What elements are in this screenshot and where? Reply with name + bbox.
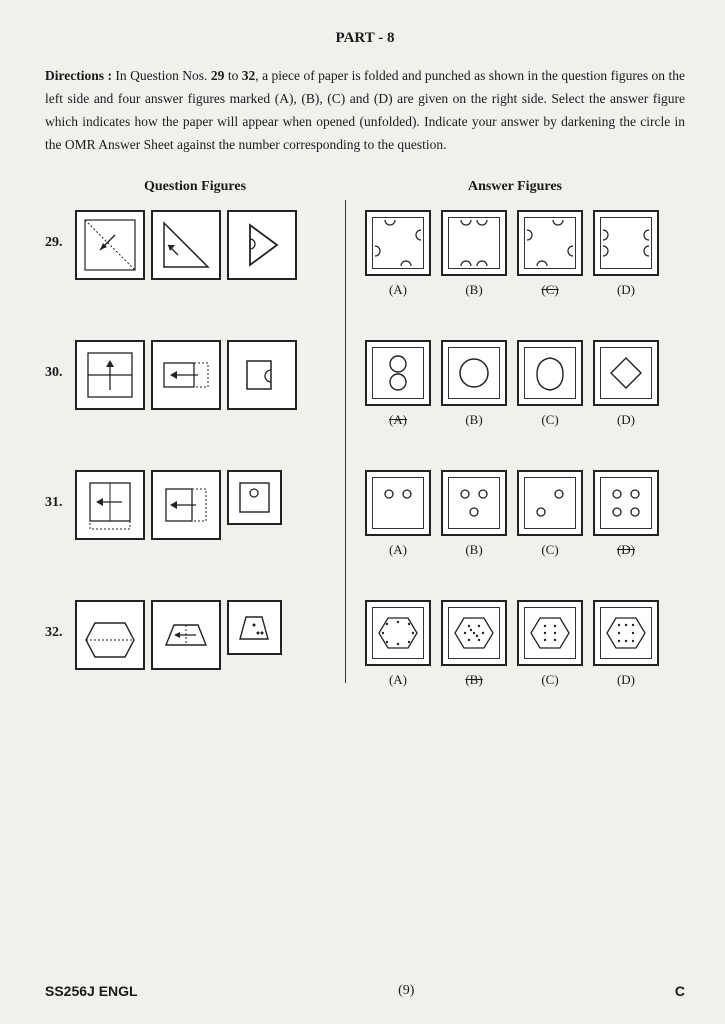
question-grid: 29.: [45, 210, 685, 688]
question-figures-30: [75, 340, 345, 410]
question-row-32: 32.: [45, 600, 685, 688]
answer-29-b: (B): [441, 210, 507, 298]
q32-fig2: [151, 600, 221, 670]
part-title: PART - 8: [45, 30, 685, 47]
answer-figures-29: (A) (B): [345, 210, 685, 298]
answer-29-c: (C): [517, 210, 583, 298]
column-headers: Question Figures Answer Figures: [45, 179, 685, 195]
directions-b2: 32: [242, 68, 256, 83]
answer-32-c: (C): [517, 600, 583, 688]
footer-variant: C: [675, 983, 685, 999]
directions-t2: to: [224, 68, 241, 83]
q30-fig2: [151, 340, 221, 410]
question-number: 32.: [45, 600, 75, 641]
answer-label: (D): [617, 542, 635, 558]
answer-29-a: (A): [365, 210, 431, 298]
answer-30-a: (A): [365, 340, 431, 428]
answer-30-d: (D): [593, 340, 659, 428]
q30-fig3: [227, 340, 297, 410]
q32-fig1: [75, 600, 145, 670]
answer-31-d: (D): [593, 470, 659, 558]
question-number: 30.: [45, 340, 75, 381]
page-footer: SS256J ENGL (9) C: [45, 983, 685, 999]
answer-30-c: (C): [517, 340, 583, 428]
answer-31-a: (A): [365, 470, 431, 558]
q30-fig1: [75, 340, 145, 410]
answer-label: (C): [541, 542, 558, 558]
answer-label: (C): [541, 672, 558, 688]
answer-label: (D): [617, 282, 635, 298]
answer-label: (B): [465, 672, 482, 688]
footer-code: SS256J ENGL: [45, 983, 138, 999]
answer-31-c: (C): [517, 470, 583, 558]
question-number: 31.: [45, 470, 75, 511]
question-figures-29: [75, 210, 345, 280]
answer-label: (A): [389, 672, 407, 688]
question-row-31: 31.: [45, 470, 685, 558]
directions-b1: 29: [211, 68, 225, 83]
answer-32-d: (D): [593, 600, 659, 688]
question-figures-31: [75, 470, 345, 540]
answer-label: (A): [389, 282, 407, 298]
directions-paragraph: Directions : In Question Nos. 29 to 32, …: [45, 65, 685, 157]
question-row-30: 30.: [45, 340, 685, 428]
question-number: 29.: [45, 210, 75, 251]
answer-label: (C): [541, 282, 558, 298]
question-figures-32: [75, 600, 345, 670]
answer-figures-31: (A) (B) (C): [345, 470, 685, 558]
answer-32-a: (A): [365, 600, 431, 688]
q29-fig2: [151, 210, 221, 280]
answer-label: (D): [617, 412, 635, 428]
answer-31-b: (B): [441, 470, 507, 558]
directions-t1: In Question Nos.: [115, 68, 210, 83]
answer-label: (B): [465, 542, 482, 558]
answer-figures-32: (A) (B): [345, 600, 685, 688]
answer-label: (A): [389, 412, 407, 428]
q29-fig3: [227, 210, 297, 280]
answer-label: (C): [541, 412, 558, 428]
q31-fig1: [75, 470, 145, 540]
answer-label: (B): [465, 412, 482, 428]
question-row-29: 29.: [45, 210, 685, 298]
answer-label: (D): [617, 672, 635, 688]
q31-fig3: [227, 470, 282, 525]
q31-fig2: [151, 470, 221, 540]
footer-page: (9): [398, 983, 414, 999]
header-question-figures: Question Figures: [45, 179, 345, 195]
answer-figures-30: (A) (B) (C): [345, 340, 685, 428]
answer-label: (B): [465, 282, 482, 298]
header-answer-figures: Answer Figures: [345, 179, 685, 195]
q32-fig3: [227, 600, 282, 655]
answer-label: (A): [389, 542, 407, 558]
divider-line: [345, 200, 346, 683]
answer-29-d: (D): [593, 210, 659, 298]
q29-fig1: [75, 210, 145, 280]
answer-30-b: (B): [441, 340, 507, 428]
directions-label: Directions :: [45, 68, 115, 83]
answer-32-b: (B): [441, 600, 507, 688]
